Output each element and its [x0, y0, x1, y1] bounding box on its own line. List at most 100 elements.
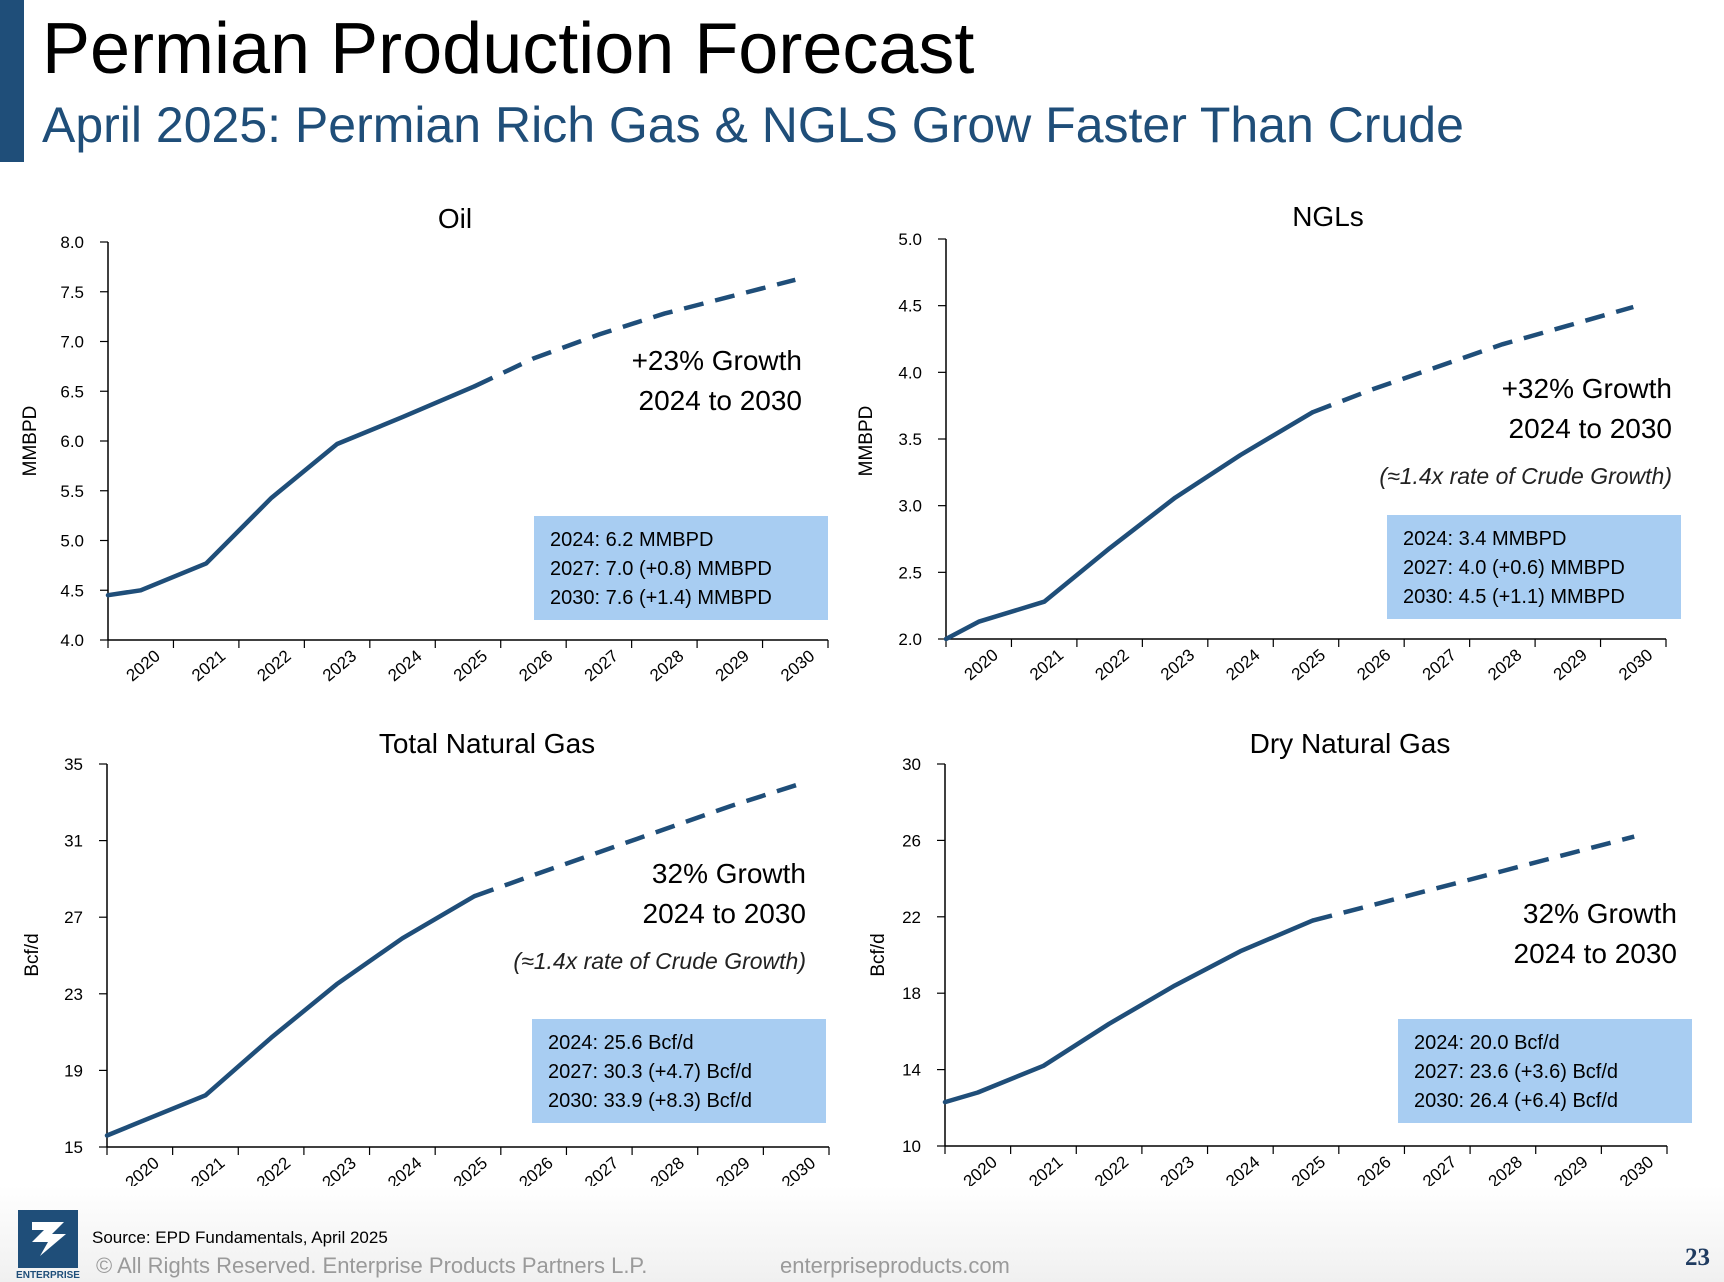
x-tick-label: 2025	[1288, 645, 1329, 684]
y-tick-label: 23	[64, 985, 83, 1004]
growth-annotation: 2024 to 2030	[639, 385, 803, 416]
chart-title: Total Natural Gas	[379, 728, 595, 759]
accent-bar	[0, 0, 24, 162]
y-tick-label: 3.0	[898, 497, 922, 516]
y-tick-label: 5.5	[60, 482, 84, 501]
summary-box-line: 2024: 6.2 MMBPD	[550, 529, 713, 551]
chart-title: Dry Natural Gas	[1250, 728, 1451, 759]
x-tick-label: 2029	[1550, 645, 1591, 684]
series-line-actual	[105, 384, 477, 598]
x-tick-label: 2023	[319, 646, 360, 685]
series-line-forecast	[473, 782, 797, 899]
y-tick-label: 6.5	[60, 382, 84, 401]
summary-box-line: 2030: 26.4 (+6.4) Bcf/d	[1414, 1090, 1618, 1112]
series-line-forecast	[1312, 834, 1635, 923]
y-axis-label: Bcf/d	[22, 933, 43, 976]
y-tick-label: 27	[64, 908, 83, 927]
y-tick-label: 14	[902, 1061, 921, 1080]
logo-bolt-icon	[32, 1222, 66, 1256]
y-tick-label: 2.5	[898, 563, 922, 582]
y-tick-label: 15	[64, 1138, 83, 1157]
x-tick-label: 2028	[646, 646, 687, 685]
summary-box-line: 2024: 25.6 Bcf/d	[548, 1032, 694, 1054]
summary-box-line: 2024: 20.0 Bcf/d	[1414, 1032, 1560, 1054]
summary-box-line: 2024: 3.4 MMBPD	[1403, 528, 1566, 550]
series-line-actual	[104, 893, 477, 1138]
x-tick-label: 2030	[777, 646, 818, 685]
x-tick-label: 2026	[1353, 645, 1394, 684]
growth-annotation: 2024 to 2030	[643, 898, 807, 929]
summary-box	[1387, 515, 1681, 619]
x-tick-label: 2030	[1615, 645, 1656, 684]
summary-box-line: 2030: 4.5 (+1.1) MMBPD	[1403, 586, 1625, 608]
enterprise-logo	[18, 1210, 78, 1268]
y-tick-label: 31	[64, 832, 83, 851]
x-tick-label: 2024	[1222, 645, 1263, 684]
chart-title: Oil	[438, 203, 472, 234]
website-link[interactable]: enterpriseproducts.com	[780, 1253, 1010, 1278]
y-tick-label: 35	[64, 755, 83, 774]
growth-annotation: +32% Growth	[1502, 373, 1672, 404]
y-tick-label: 26	[902, 831, 921, 850]
summary-box-line: 2027: 30.3 (+4.7) Bcf/d	[548, 1061, 752, 1083]
growth-annotation: 32% Growth	[1523, 898, 1677, 929]
growth-annotation: 2024 to 2030	[1514, 938, 1678, 969]
growth-annotation: 2024 to 2030	[1509, 413, 1673, 444]
x-tick-label: 2023	[1157, 645, 1198, 684]
x-tick-label: 2020	[961, 645, 1002, 684]
summary-box-line: 2030: 33.9 (+8.3) Bcf/d	[548, 1090, 752, 1112]
page-number: 23	[1685, 1244, 1710, 1271]
y-axis-label: Bcf/d	[868, 933, 889, 976]
summary-box-line: 2027: 7.0 (+0.8) MMBPD	[550, 558, 772, 580]
series-line-forecast	[473, 277, 796, 389]
series-line-actual	[942, 918, 1315, 1105]
y-tick-label: 8.0	[60, 233, 84, 252]
y-tick-label: 7.5	[60, 283, 84, 302]
y-tick-label: 5.0	[60, 532, 84, 551]
x-tick-label: 2027	[1419, 645, 1460, 684]
x-tick-label: 2029	[712, 646, 753, 685]
chart-title: NGLs	[1292, 201, 1364, 232]
summary-box	[532, 1019, 826, 1123]
y-tick-label: 3.5	[898, 430, 922, 449]
series-line-actual	[943, 410, 1315, 642]
y-axis-label: MMBPD	[856, 406, 877, 477]
y-tick-label: 6.0	[60, 432, 84, 451]
y-tick-label: 4.5	[60, 581, 84, 600]
y-axis-label: MMBPD	[20, 406, 41, 477]
summary-box-line: 2030: 7.6 (+1.4) MMBPD	[550, 587, 772, 609]
y-tick-label: 4.0	[60, 631, 84, 650]
x-tick-label: 2024	[384, 646, 425, 685]
footer-strip	[0, 1186, 1724, 1282]
x-tick-label: 2022	[1092, 645, 1133, 684]
summary-box-line: 2027: 23.6 (+3.6) Bcf/d	[1414, 1061, 1618, 1083]
growth-note: (≈1.4x rate of Crude Growth)	[513, 948, 806, 974]
y-tick-label: 5.0	[898, 230, 922, 249]
growth-annotation: 32% Growth	[652, 858, 806, 889]
growth-annotation: +23% Growth	[632, 345, 802, 376]
y-tick-label: 7.0	[60, 333, 84, 352]
x-tick-label: 2027	[581, 646, 622, 685]
x-tick-label: 2026	[515, 646, 556, 685]
x-tick-label: 2021	[188, 646, 229, 685]
summary-box	[534, 516, 828, 620]
logo-text: ENTERPRISE	[16, 1270, 80, 1281]
y-tick-label: 4.5	[898, 297, 922, 316]
y-tick-label: 2.0	[898, 630, 922, 649]
x-tick-label: 2025	[450, 646, 491, 685]
y-tick-label: 4.0	[898, 363, 922, 382]
x-tick-label: 2021	[1026, 645, 1067, 684]
page-subtitle: April 2025: Permian Rich Gas & NGLS Grow…	[42, 97, 1464, 153]
copyright-text: © All Rights Reserved. Enterprise Produc…	[96, 1253, 648, 1278]
x-tick-label: 2020	[123, 646, 164, 685]
x-tick-label: 2028	[1484, 645, 1525, 684]
y-tick-label: 30	[902, 755, 921, 774]
summary-box-line: 2027: 4.0 (+0.6) MMBPD	[1403, 557, 1625, 579]
growth-note: (≈1.4x rate of Crude Growth)	[1379, 463, 1672, 489]
page-title: Permian Production Forecast	[42, 9, 975, 89]
y-tick-label: 10	[902, 1137, 921, 1156]
x-tick-label: 2022	[254, 646, 295, 685]
source-note: Source: EPD Fundamentals, April 2025	[92, 1228, 388, 1247]
y-tick-label: 22	[902, 908, 921, 927]
y-tick-label: 19	[64, 1061, 83, 1080]
